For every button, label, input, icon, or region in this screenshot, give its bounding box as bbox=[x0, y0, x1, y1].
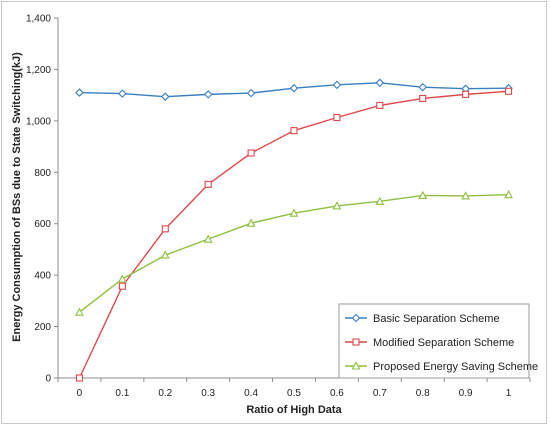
data-point bbox=[418, 82, 428, 92]
legend-label: Proposed Energy Saving Scheme bbox=[373, 361, 538, 373]
data-point bbox=[75, 88, 84, 97]
y-tick-label: 1,200 bbox=[26, 65, 51, 76]
data-point bbox=[203, 90, 213, 99]
x-tick-label: 0.6 bbox=[330, 388, 344, 399]
data-point bbox=[332, 201, 342, 210]
x-tick-label: 0.9 bbox=[459, 388, 473, 399]
y-tick-label: 200 bbox=[34, 322, 51, 333]
data-point bbox=[161, 225, 169, 233]
series-2 bbox=[75, 189, 513, 316]
data-point bbox=[289, 208, 299, 217]
y-tick-label: 400 bbox=[34, 271, 51, 282]
x-axis-title: Ratio of High Data bbox=[246, 404, 342, 416]
data-point bbox=[118, 89, 127, 98]
data-point bbox=[160, 92, 170, 101]
legend-box bbox=[338, 303, 530, 379]
data-point bbox=[504, 189, 513, 199]
data-point bbox=[117, 274, 127, 283]
legend-label: Basic Separation Scheme bbox=[373, 313, 500, 325]
data-point bbox=[375, 196, 385, 205]
data-point bbox=[247, 149, 255, 157]
chart-series bbox=[75, 78, 513, 382]
legend-marker bbox=[351, 313, 361, 323]
data-point bbox=[204, 180, 212, 188]
legend-marker bbox=[352, 338, 360, 346]
data-point bbox=[461, 191, 471, 200]
x-tick-label: 0.2 bbox=[158, 388, 172, 399]
data-point bbox=[246, 88, 256, 98]
data-point bbox=[418, 190, 428, 199]
y-tick-label: 600 bbox=[34, 219, 51, 230]
x-tick-label: 1 bbox=[506, 388, 512, 399]
axis-ticks: 0 200 400 600 800 1,000 1,200 1,400 0 0.1 0.2 0.3 0.… bbox=[26, 14, 531, 399]
y-tick-label: 800 bbox=[34, 168, 51, 179]
series-1 bbox=[75, 87, 513, 382]
data-point bbox=[246, 218, 256, 227]
data-point bbox=[75, 374, 84, 382]
x-tick-label: 0.8 bbox=[416, 388, 430, 399]
legend-label: Modified Separation Scheme bbox=[373, 337, 514, 349]
data-point bbox=[75, 307, 84, 316]
legend-marker bbox=[351, 361, 361, 370]
chart-legend: Basic Separation Scheme Modified Separati… bbox=[338, 303, 538, 379]
x-tick-label: 0.1 bbox=[115, 388, 129, 399]
data-point bbox=[332, 80, 342, 90]
x-tick-label: 0.5 bbox=[287, 388, 301, 399]
x-tick-label: 0 bbox=[77, 388, 83, 399]
y-tick-label: 1,400 bbox=[26, 14, 51, 25]
x-tick-label: 0.4 bbox=[244, 388, 258, 399]
data-point bbox=[333, 113, 341, 122]
data-point bbox=[289, 83, 299, 93]
data-point bbox=[290, 127, 298, 135]
x-tick-label: 0.3 bbox=[201, 388, 215, 399]
data-point bbox=[203, 234, 213, 243]
data-point bbox=[375, 78, 385, 88]
y-tick-label: 0 bbox=[45, 374, 51, 385]
data-point bbox=[160, 250, 170, 259]
data-point bbox=[462, 90, 470, 98]
data-point bbox=[118, 282, 126, 290]
y-tick-label: 1,000 bbox=[26, 116, 51, 127]
x-tick-label: 0.7 bbox=[373, 388, 387, 399]
data-point bbox=[419, 94, 427, 103]
series-0 bbox=[75, 78, 513, 101]
data-point bbox=[376, 101, 384, 109]
y-axis-title: Energy Consumption of BSs due to State S… bbox=[11, 52, 23, 342]
data-point bbox=[504, 87, 513, 95]
